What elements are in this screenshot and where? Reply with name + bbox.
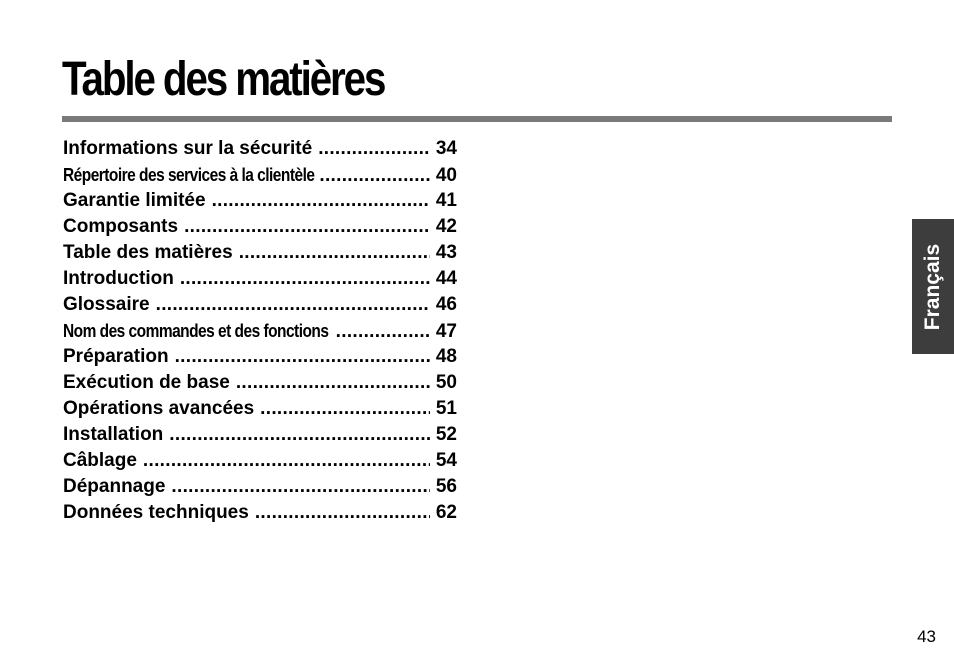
- toc-entry-label: Données techniques: [63, 502, 249, 523]
- title-divider: [62, 116, 892, 122]
- toc-entry-label: Composants: [63, 216, 179, 237]
- page-title: Table des matières: [62, 53, 386, 106]
- toc-dot-leader: [156, 292, 430, 318]
- toc-dot-leader: [336, 319, 430, 344]
- toc-entry[interactable]: Installation 52: [63, 422, 457, 448]
- toc-entry[interactable]: Exécution de base 50: [63, 370, 457, 396]
- toc-entry[interactable]: Opérations avancées 51: [63, 396, 457, 422]
- language-tab-label: Français: [921, 243, 944, 330]
- toc-entry-label: Câblage: [63, 450, 137, 471]
- toc-dot-leader: [175, 344, 430, 370]
- toc-dot-leader: [255, 500, 430, 526]
- toc-entry-label: Introduction: [63, 268, 174, 289]
- toc-dot-leader: [212, 188, 430, 214]
- toc-entry[interactable]: Garantie limitée 41: [63, 188, 457, 214]
- toc-entry[interactable]: Données techniques 62: [63, 500, 457, 526]
- toc-entry-label: Table des matières: [63, 242, 233, 263]
- toc-entry-page: 56: [435, 476, 457, 497]
- toc-entry-page: 44: [435, 268, 457, 289]
- toc-entry[interactable]: Glossaire 46: [63, 292, 457, 318]
- toc-entry-page: 52: [435, 424, 457, 445]
- toc-entry-page: 50: [435, 372, 457, 393]
- page-number: 43: [917, 627, 936, 646]
- toc-entry-page: 54: [435, 450, 457, 471]
- toc-entry-page: 43: [435, 242, 457, 263]
- language-tab: Français: [912, 219, 954, 354]
- toc-dot-leader: [239, 240, 430, 266]
- toc-entry[interactable]: Table des matières 43: [63, 240, 457, 266]
- toc-entry-label: Installation: [63, 424, 164, 445]
- toc-entry[interactable]: Préparation 48: [63, 344, 457, 370]
- toc-entry-page: 46: [435, 294, 457, 315]
- toc-entry-label: Préparation: [63, 346, 169, 367]
- toc-entry-page: 34: [435, 138, 457, 159]
- toc-entry[interactable]: Nom des commandes et des fonctions 47: [63, 318, 457, 344]
- toc-entry-label: Répertoire des services à la clientèle: [63, 165, 315, 185]
- toc-entry-page: 48: [435, 346, 457, 367]
- toc-dot-leader: [169, 422, 430, 448]
- table-of-contents: Informations sur la sécurité 34 Répertoi…: [63, 136, 457, 526]
- toc-dot-leader: [143, 448, 430, 474]
- toc-entry-label: Dépannage: [63, 476, 166, 497]
- toc-entry-label: Opérations avancées: [63, 398, 255, 419]
- toc-entry-page: 47: [435, 321, 457, 342]
- toc-dot-leader: [236, 370, 430, 396]
- toc-entry[interactable]: Introduction 44: [63, 266, 457, 292]
- toc-entry-label: Glossaire: [63, 294, 150, 315]
- toc-entry-page: 51: [435, 398, 457, 419]
- toc-entry-page: 62: [435, 502, 457, 523]
- toc-dot-leader: [180, 266, 430, 292]
- toc-entry[interactable]: Câblage 54: [63, 448, 457, 474]
- toc-entry-label: Nom des commandes et des fonctions: [63, 321, 329, 341]
- toc-dot-leader: [171, 474, 429, 500]
- toc-entry-label: Informations sur la sécurité: [63, 138, 313, 159]
- toc-entry-label: Exécution de base: [63, 372, 230, 393]
- toc-dot-leader: [184, 214, 430, 240]
- toc-entry[interactable]: Informations sur la sécurité 34: [63, 136, 457, 162]
- toc-entry-page: 41: [435, 190, 457, 211]
- toc-dot-leader: [318, 136, 430, 162]
- toc-entry-page: 40: [435, 165, 457, 186]
- toc-dot-leader: [319, 163, 429, 188]
- toc-entry-label: Garantie limitée: [63, 190, 206, 211]
- toc-entry[interactable]: Composants 42: [63, 214, 457, 240]
- toc-entry[interactable]: Dépannage 56: [63, 474, 457, 500]
- toc-entry[interactable]: Répertoire des services à la clientèle 4…: [63, 162, 457, 188]
- toc-dot-leader: [260, 396, 430, 422]
- toc-entry-page: 42: [435, 216, 457, 237]
